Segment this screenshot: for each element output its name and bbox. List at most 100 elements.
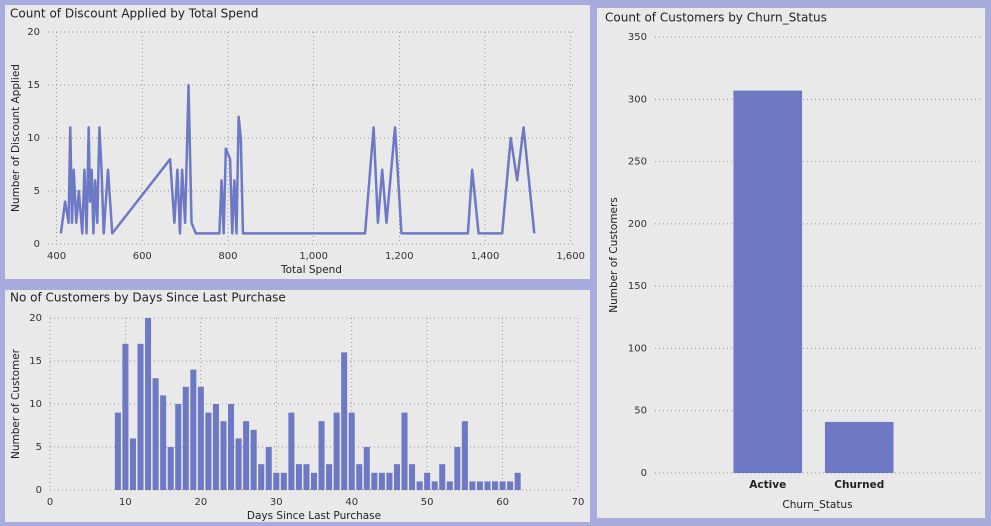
- bar: [220, 421, 227, 490]
- bar: [288, 412, 295, 490]
- bar: [356, 464, 363, 490]
- bar: [145, 318, 152, 490]
- x-tick-label: 50: [421, 497, 434, 508]
- bar: [160, 395, 167, 490]
- bar: [416, 481, 423, 490]
- x-tick-label: 0: [47, 497, 53, 508]
- x-tick-label: 10: [119, 497, 132, 508]
- bar: [348, 412, 355, 490]
- bar: [212, 404, 219, 490]
- y-axis-label: Number of Discount Applied: [10, 64, 22, 212]
- bar: [310, 472, 318, 490]
- y-tick-label: 250: [628, 157, 647, 168]
- bar: [446, 481, 453, 490]
- y-axis-label: Number of Customers: [608, 197, 620, 312]
- bar: [439, 464, 446, 490]
- x-tick-label: 1,200: [385, 251, 414, 262]
- y-tick-label: 20: [27, 27, 40, 38]
- x-tick-label: 1,400: [471, 251, 500, 262]
- bar: [122, 343, 129, 490]
- chart-title: No of Customers by Days Since Last Purch…: [10, 291, 286, 305]
- x-tick-label: 400: [47, 251, 66, 262]
- x-tick-label: 20: [194, 497, 207, 508]
- y-tick-label: 0: [641, 468, 647, 479]
- y-tick-label: 50: [634, 406, 647, 417]
- x-tick-label: Churned: [834, 479, 884, 491]
- chart-title: Count of Customers by Churn_Status: [605, 11, 827, 25]
- x-tick-label: 70: [572, 497, 585, 508]
- y-tick-label: 100: [628, 343, 647, 354]
- y-tick-label: 10: [27, 133, 40, 144]
- bar: [424, 472, 431, 490]
- bar: [514, 472, 521, 490]
- y-tick-label: 0: [34, 239, 40, 250]
- x-tick-label: 600: [133, 251, 152, 262]
- bar: [499, 481, 506, 490]
- y-tick-label: 350: [628, 32, 647, 43]
- bar: [401, 412, 408, 490]
- bar: [333, 412, 340, 490]
- x-axis-label: Days Since Last Purchase: [247, 510, 381, 522]
- bar: [152, 378, 159, 490]
- bar: [824, 421, 894, 473]
- x-tick-label: 800: [218, 251, 237, 262]
- bar: [265, 447, 272, 490]
- bar: [303, 464, 310, 490]
- bar: [129, 438, 136, 490]
- bar: [393, 464, 400, 490]
- x-tick-label: 30: [270, 497, 283, 508]
- bar: [386, 472, 393, 490]
- x-axis-label: Churn_Status: [782, 499, 852, 511]
- bar: [469, 481, 476, 490]
- x-tick-label: 60: [496, 497, 509, 508]
- x-tick-label: Active: [749, 479, 786, 491]
- bar: [190, 369, 197, 490]
- bar: [371, 472, 378, 490]
- y-tick-label: 0: [36, 485, 42, 496]
- bar: [454, 447, 461, 490]
- y-tick-label: 300: [628, 94, 647, 105]
- bar: [363, 447, 370, 490]
- bar: [461, 421, 468, 490]
- x-tick-label: 1,000: [299, 251, 328, 262]
- bar: [492, 481, 499, 490]
- bar: [175, 404, 182, 490]
- bar: [341, 352, 348, 490]
- y-tick-label: 150: [628, 281, 647, 292]
- bar: [378, 472, 385, 490]
- line: [59, 83, 536, 235]
- bar: [258, 464, 265, 490]
- bar: [476, 481, 483, 490]
- x-tick-label: 1,600: [556, 251, 585, 262]
- bar: [235, 438, 242, 490]
- y-tick-label: 15: [27, 80, 40, 91]
- bar: [326, 464, 333, 490]
- chart-title: Count of Discount Applied by Total Spend: [10, 7, 258, 21]
- y-tick-label: 10: [29, 399, 42, 410]
- bar: [295, 464, 302, 490]
- bar: [318, 421, 325, 490]
- bar: [205, 412, 212, 490]
- bar: [409, 464, 416, 490]
- y-tick-label: 200: [628, 219, 647, 230]
- y-axis-label: Number of Customer: [10, 348, 22, 459]
- bar: [733, 90, 803, 474]
- bar: [507, 481, 514, 490]
- bar: [137, 343, 144, 490]
- bar: [114, 412, 121, 490]
- bar: [197, 386, 204, 490]
- y-tick-label: 20: [29, 313, 42, 324]
- bar: [280, 472, 287, 490]
- bar: [167, 447, 174, 490]
- x-tick-label: 40: [345, 497, 358, 508]
- bar: [243, 421, 250, 490]
- bar: [228, 404, 235, 490]
- x-axis-label: Total Spend: [280, 264, 342, 276]
- y-tick-label: 5: [36, 442, 42, 453]
- panel: [5, 5, 590, 279]
- y-tick-label: 5: [34, 186, 40, 197]
- bar: [250, 429, 257, 490]
- bar: [431, 481, 438, 490]
- bar: [273, 472, 280, 490]
